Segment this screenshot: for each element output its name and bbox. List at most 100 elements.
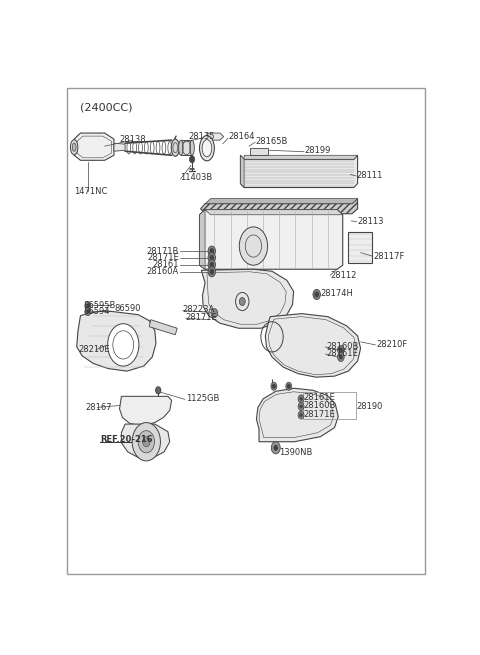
Text: 28160B: 28160B [326,343,359,352]
Polygon shape [200,210,205,269]
Circle shape [210,255,214,260]
Text: 28138: 28138 [119,135,146,143]
Text: REF.20-216: REF.20-216 [100,435,153,444]
Text: 28167: 28167 [85,403,112,412]
Ellipse shape [171,139,180,157]
Circle shape [208,246,216,256]
Text: 28161E: 28161E [326,350,358,358]
Text: 28171E: 28171E [147,253,179,262]
Circle shape [337,352,344,362]
Circle shape [208,259,216,270]
Text: 86590: 86590 [114,304,141,313]
Text: 28190: 28190 [357,402,383,411]
Text: 28164: 28164 [228,132,255,141]
Ellipse shape [179,140,183,155]
Polygon shape [200,210,343,269]
Polygon shape [120,396,172,426]
Text: 86595B: 86595B [83,301,115,310]
Text: 86594: 86594 [83,307,109,316]
Text: 1390NB: 1390NB [279,448,312,457]
Circle shape [300,413,302,417]
Circle shape [240,297,245,305]
Text: 28135: 28135 [188,132,215,141]
Circle shape [337,345,344,354]
Polygon shape [114,143,125,151]
Polygon shape [201,198,358,214]
Text: 28199: 28199 [304,146,330,155]
Circle shape [313,290,321,299]
Text: 28223A: 28223A [183,305,215,314]
Circle shape [286,383,292,390]
Circle shape [273,384,276,388]
Polygon shape [149,320,177,335]
Text: 28171B: 28171B [147,246,179,255]
Text: 28111: 28111 [357,172,383,180]
Text: 28161E: 28161E [303,394,335,402]
Circle shape [85,308,91,316]
Polygon shape [205,198,358,204]
Polygon shape [250,148,268,155]
Ellipse shape [202,140,212,157]
Circle shape [87,310,89,313]
Text: 28174H: 28174H [321,290,353,299]
Circle shape [339,355,342,359]
Polygon shape [240,155,358,187]
Circle shape [210,248,214,253]
Text: 11403B: 11403B [180,174,213,183]
Circle shape [156,386,161,394]
Polygon shape [256,388,338,441]
Text: 28210E: 28210E [79,345,110,354]
Polygon shape [207,133,224,140]
Polygon shape [348,233,372,263]
Polygon shape [181,140,192,155]
Ellipse shape [71,140,78,155]
Circle shape [288,384,290,388]
Text: 28210F: 28210F [376,341,408,349]
Circle shape [274,445,277,450]
Text: 28113: 28113 [358,217,384,227]
Text: 28112: 28112 [331,271,357,280]
Circle shape [300,405,302,408]
Circle shape [271,383,277,390]
Polygon shape [77,310,156,371]
Polygon shape [240,155,244,187]
Ellipse shape [72,143,76,151]
Circle shape [85,301,91,310]
Circle shape [315,292,319,297]
Circle shape [208,267,216,277]
Circle shape [190,156,195,163]
Polygon shape [205,210,343,215]
Circle shape [210,262,214,267]
Circle shape [108,324,139,366]
Text: 28160B: 28160B [303,402,336,411]
Circle shape [339,348,342,352]
Text: 1125GB: 1125GB [186,394,219,403]
Circle shape [208,253,216,263]
Text: 28160A: 28160A [147,267,179,276]
Circle shape [210,269,214,274]
Circle shape [240,227,267,265]
Polygon shape [244,155,358,159]
Circle shape [143,437,150,447]
Ellipse shape [190,140,194,155]
Circle shape [211,309,218,318]
Text: 28161: 28161 [153,260,179,269]
Text: 28171E: 28171E [303,410,335,419]
Circle shape [298,402,304,411]
Circle shape [132,422,160,461]
Text: 28117F: 28117F [373,252,405,261]
Circle shape [271,441,280,454]
Text: (2400CC): (2400CC) [81,102,133,112]
Polygon shape [202,269,294,328]
Circle shape [298,395,304,403]
Polygon shape [121,424,170,458]
Circle shape [138,430,155,453]
Polygon shape [265,314,360,377]
Text: 28165B: 28165B [255,137,288,145]
Circle shape [87,304,89,307]
Text: 1471NC: 1471NC [74,187,108,196]
Text: 28171E: 28171E [186,312,217,322]
Polygon shape [74,133,114,160]
Ellipse shape [200,136,215,161]
Circle shape [298,411,304,419]
